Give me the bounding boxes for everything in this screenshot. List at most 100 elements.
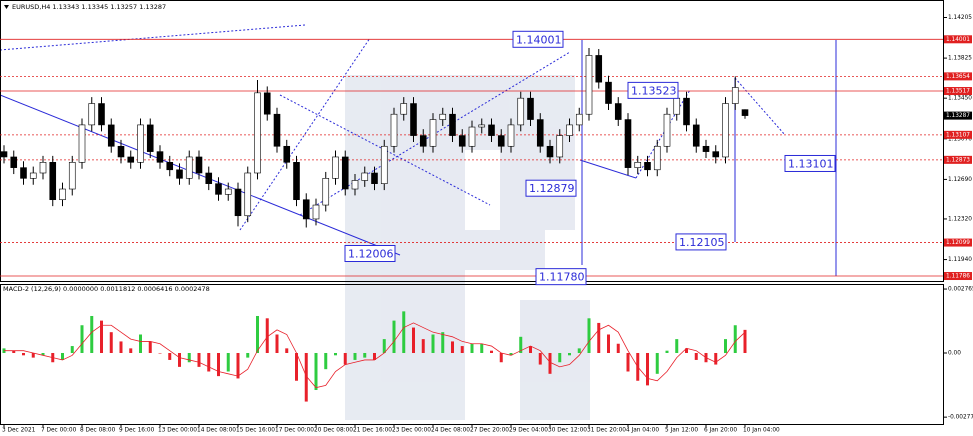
macd-bar <box>197 352 201 367</box>
macd-bar <box>597 322 601 353</box>
annotation-box <box>344 245 396 263</box>
chart-title: EURUSD,H4 1.13343 1.13345 1.13257 1.1328… <box>12 3 166 11</box>
candle-body <box>273 113 281 147</box>
macd-bar <box>724 339 727 353</box>
macd-bar <box>246 352 250 358</box>
macd-bar <box>577 348 581 353</box>
level-box <box>944 155 972 164</box>
macd-bar <box>441 332 445 353</box>
candle-body <box>29 172 37 179</box>
candle-body <box>419 135 427 147</box>
macd-bar <box>70 346 74 353</box>
macd-bar <box>90 315 94 353</box>
macd-bar <box>519 336 523 353</box>
macd-bar <box>80 325 84 353</box>
macd-bar <box>568 352 571 356</box>
macd-bar <box>119 341 123 353</box>
candle-body <box>585 55 593 115</box>
candle-body <box>712 151 720 158</box>
candle-body <box>731 87 739 104</box>
candle-body <box>0 151 8 158</box>
x-tick-label: 3 Dec 2021 <box>2 428 36 434</box>
annotation: 1.11780 <box>539 271 585 284</box>
macd-bar <box>178 352 181 367</box>
macd-bar <box>529 346 532 353</box>
candle-body <box>536 119 544 147</box>
annotation: 1.12879 <box>529 182 575 195</box>
level-box <box>944 272 972 281</box>
y-tick-label: 0.0027655 <box>948 287 973 293</box>
macd-bar <box>22 352 25 356</box>
candle-body <box>488 124 495 136</box>
x-tick-label: 14 Dec 08:00 <box>197 428 236 434</box>
candle-body <box>683 97 690 126</box>
candle-body <box>722 103 729 158</box>
macd-bar <box>607 334 610 353</box>
macd-bar <box>226 352 230 372</box>
macd-bar <box>61 352 64 360</box>
macd-bar <box>343 352 347 365</box>
annotation-box <box>525 179 577 197</box>
candle-body <box>663 113 671 147</box>
x-tick-label: 15 Dec 16:00 <box>236 428 275 434</box>
macd-bar <box>675 339 679 353</box>
x-tick-label: 10 Jan 04:00 <box>743 428 780 434</box>
y-tick-label: 1.12320 <box>948 216 972 222</box>
candle-body <box>361 172 369 181</box>
watermark <box>345 75 590 420</box>
x-tick-label: 6 Jan 20:00 <box>704 428 737 434</box>
x-tick-label: 21 Dec 16:00 <box>353 428 392 434</box>
level-box <box>944 72 972 81</box>
candle-body <box>673 97 681 115</box>
macd-bar <box>714 352 718 365</box>
candle-body <box>634 162 642 168</box>
y-tick-label: 1.13070 <box>948 136 972 142</box>
macd-bar <box>431 334 435 353</box>
annotation-box <box>627 81 679 99</box>
candle-body <box>449 113 456 136</box>
macd-bar <box>168 352 172 360</box>
x-tick-label: 30 Dec 12:00 <box>548 428 587 434</box>
x-tick-label: 13 Dec 00:00 <box>158 428 197 434</box>
annotation: 1.14001 <box>516 33 562 46</box>
macd-bar <box>616 343 620 353</box>
x-tick-label: 27 Dec 20:00 <box>470 428 509 434</box>
macd-bar <box>363 352 367 358</box>
annotation-box <box>784 154 836 172</box>
candle-body <box>653 145 661 171</box>
candle-body <box>400 103 408 115</box>
candle-body <box>439 113 447 120</box>
macd-bar <box>41 352 45 356</box>
candle-body <box>244 172 252 217</box>
y-tick-label: 1.13450 <box>948 96 972 102</box>
candle-body <box>302 199 310 220</box>
annotation: 1.12006 <box>348 248 394 261</box>
macd-bar <box>285 348 289 353</box>
candle-body <box>692 124 700 147</box>
macd-bar <box>655 352 659 374</box>
menu-arrow[interactable] <box>4 5 9 9</box>
candle-body <box>98 103 105 126</box>
macd-bar <box>187 352 191 363</box>
macd-bar <box>207 352 211 372</box>
candle-body <box>468 126 476 147</box>
candle-body <box>185 156 193 179</box>
candle-body <box>644 162 651 171</box>
candle-body <box>497 135 505 147</box>
candle-body <box>517 97 525 126</box>
x-tick-label: 9 Dec 16:00 <box>119 428 155 434</box>
candle-body <box>49 162 57 201</box>
macd-bar <box>626 352 630 372</box>
candle-body <box>205 172 213 184</box>
macd-bar <box>499 352 503 363</box>
candle-body <box>478 124 486 128</box>
candle-body <box>458 135 466 147</box>
macd-bar <box>304 352 308 402</box>
macd-bar <box>324 352 328 370</box>
candle-body <box>117 145 125 158</box>
candle-body <box>741 109 749 116</box>
x-tick-label: 23 Dec 00:00 <box>392 428 431 434</box>
macd-bar <box>353 352 357 360</box>
price-label: 1.13287 <box>946 113 970 119</box>
